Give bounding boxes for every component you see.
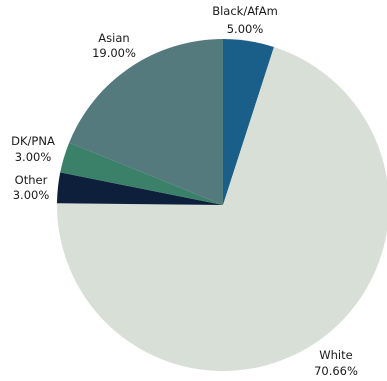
pie-labels: Black/AfAm 5.00% Asian 19.00% DK/PNA 3.0… (11, 4, 358, 378)
label-asian-name: Asian (98, 31, 129, 45)
pie-slice-white (57, 47, 387, 371)
label-asian-value: 19.00% (92, 46, 136, 60)
label-black-afam-name: Black/AfAm (212, 4, 278, 18)
label-other-value: 3.00% (13, 188, 50, 202)
label-black-afam-value: 5.00% (227, 22, 264, 36)
label-dk-pna-value: 3.00% (15, 150, 52, 164)
label-white-name: White (319, 348, 352, 362)
pie-slice-other (57, 172, 224, 205)
pie-slice-asian (69, 39, 223, 205)
label-other-name: Other (15, 173, 48, 187)
pie-slice-dk-pna (60, 142, 224, 205)
pie-slices (57, 39, 387, 371)
label-dk-pna-name: DK/PNA (11, 134, 55, 148)
pie-slice-black-afam (223, 39, 274, 205)
label-white-value: 70.66% (314, 364, 358, 378)
